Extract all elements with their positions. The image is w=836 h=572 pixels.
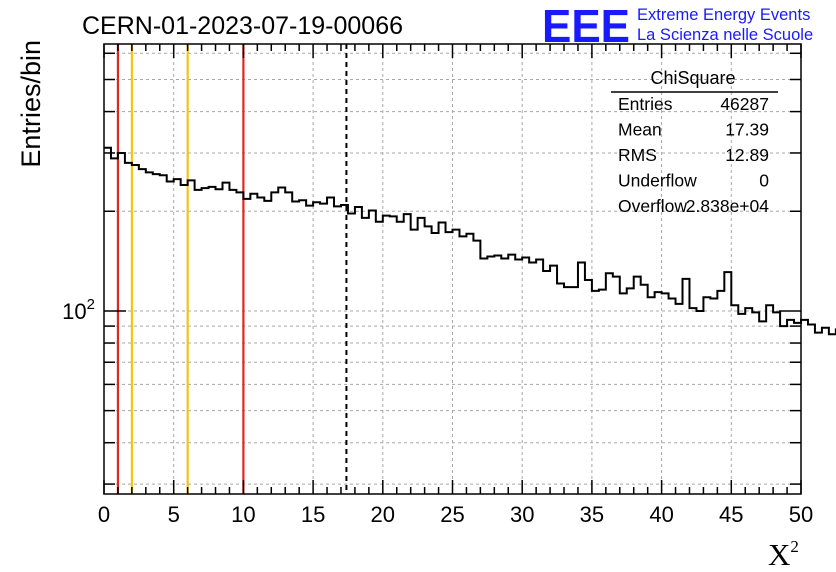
eee-logo: EEE Extreme Energy Events La Scienza nel… [542, 0, 813, 52]
x-tick-labels: 0 5 10 15 20 25 30 35 40 45 50 [98, 502, 813, 527]
stats-value: 46287 [720, 94, 769, 114]
stats-label: Underflow [618, 171, 697, 191]
stats-value: 12.89 [725, 145, 769, 165]
x-tick-label: 10 [231, 502, 255, 527]
y-axis-title: Entries/bin [16, 40, 46, 168]
marker-lines [116, 44, 348, 494]
stats-box: ChiSquare Entries 46287 Mean 17.39 RMS 12.89 U… [611, 68, 778, 216]
y-tick-label: 102 [62, 296, 95, 324]
stats-label: Entries [618, 94, 673, 114]
grid [104, 44, 801, 494]
x-tick-label: 5 [168, 502, 180, 527]
eee-logo-line1: Extreme Energy Events [637, 6, 810, 24]
histogram-step-line [104, 146, 836, 336]
stats-label: Overflow [618, 196, 687, 216]
stats-label: Mean [618, 120, 662, 140]
x-axis-title: X2 [768, 537, 799, 572]
stats-value: 2.838e+04 [686, 196, 769, 216]
x-tick-label: 35 [580, 502, 604, 527]
axes [103, 43, 802, 495]
x-tick-label: 25 [440, 502, 464, 527]
x-tick-label: 45 [719, 502, 743, 527]
y-tick-labels: 102 [62, 296, 95, 324]
x-tick-label: 15 [301, 502, 325, 527]
run-title: CERN-01-2023-07-19-00066 [82, 12, 403, 40]
x-tick-label: 20 [371, 502, 395, 527]
x-tick-label: 50 [789, 502, 813, 527]
x-tick-label: 40 [649, 502, 673, 527]
stats-rows: Entries 46287 Mean 17.39 RMS 12.89 Underflow 0 O… [618, 94, 769, 216]
x-tick-label: 30 [510, 502, 534, 527]
x-tick-label: 0 [98, 502, 110, 527]
stats-value: 17.39 [725, 120, 769, 140]
stats-title: ChiSquare [650, 68, 735, 88]
eee-logo-line2: La Scienza nelle Scuole [637, 26, 813, 44]
stats-value: 0 [759, 171, 769, 191]
stats-label: RMS [618, 145, 657, 165]
